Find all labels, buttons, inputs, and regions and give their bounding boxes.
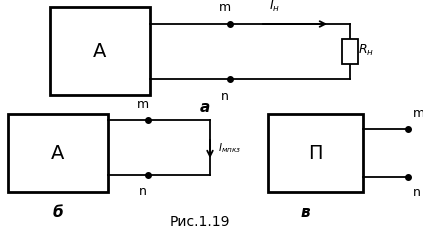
Text: $R_{н}$: $R_{н}$ (358, 42, 374, 57)
Text: m: m (137, 98, 149, 111)
Text: в: в (300, 204, 310, 219)
Bar (268, 114, 363, 192)
Text: $I_{мпкз}$: $I_{мпкз}$ (218, 141, 241, 154)
Text: m: m (219, 1, 231, 14)
Text: n: n (413, 185, 421, 198)
Text: n: n (221, 90, 229, 103)
Text: A: A (51, 144, 65, 163)
Text: П: П (308, 144, 322, 163)
Bar (50, 8, 150, 96)
Text: n: n (139, 184, 147, 197)
Text: a: a (200, 100, 210, 114)
Text: A: A (93, 42, 107, 61)
Bar (8, 114, 108, 192)
Text: m: m (413, 106, 423, 119)
Text: $I_{н}$: $I_{н}$ (269, 0, 280, 14)
Bar (342, 40, 358, 65)
Text: б: б (53, 204, 63, 219)
Text: Рис.1.19: Рис.1.19 (170, 214, 230, 227)
